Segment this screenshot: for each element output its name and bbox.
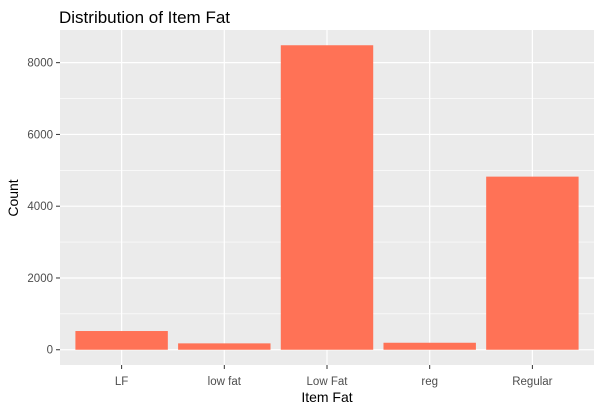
y-tick-label: 2000: [27, 273, 53, 285]
y-tick-label: 6000: [27, 129, 53, 141]
y-tick-label: 0: [47, 345, 53, 357]
x-tick-label: reg: [421, 376, 438, 388]
bars: [75, 45, 579, 350]
y-tick-label: 4000: [27, 201, 53, 213]
bar: [280, 45, 374, 350]
y-axis-ticks: 0 2000 4000 6000 8000: [27, 58, 60, 357]
x-tick-label: Low Fat: [307, 376, 349, 388]
chart-title: Distribution of Item Fat: [59, 8, 230, 27]
bar: [75, 331, 168, 350]
bar: [486, 176, 579, 350]
x-tick-label: LF: [115, 376, 128, 388]
y-axis-title: Count: [5, 179, 21, 216]
x-axis-title: Item Fat: [301, 389, 352, 405]
x-tick-label: Regular: [512, 376, 552, 388]
x-axis-ticks: LF low fat Low Fat reg Regular: [115, 365, 553, 388]
x-tick-label: low fat: [208, 376, 242, 388]
y-tick-label: 8000: [27, 58, 53, 70]
bar: [178, 343, 271, 350]
bar: [383, 342, 476, 350]
